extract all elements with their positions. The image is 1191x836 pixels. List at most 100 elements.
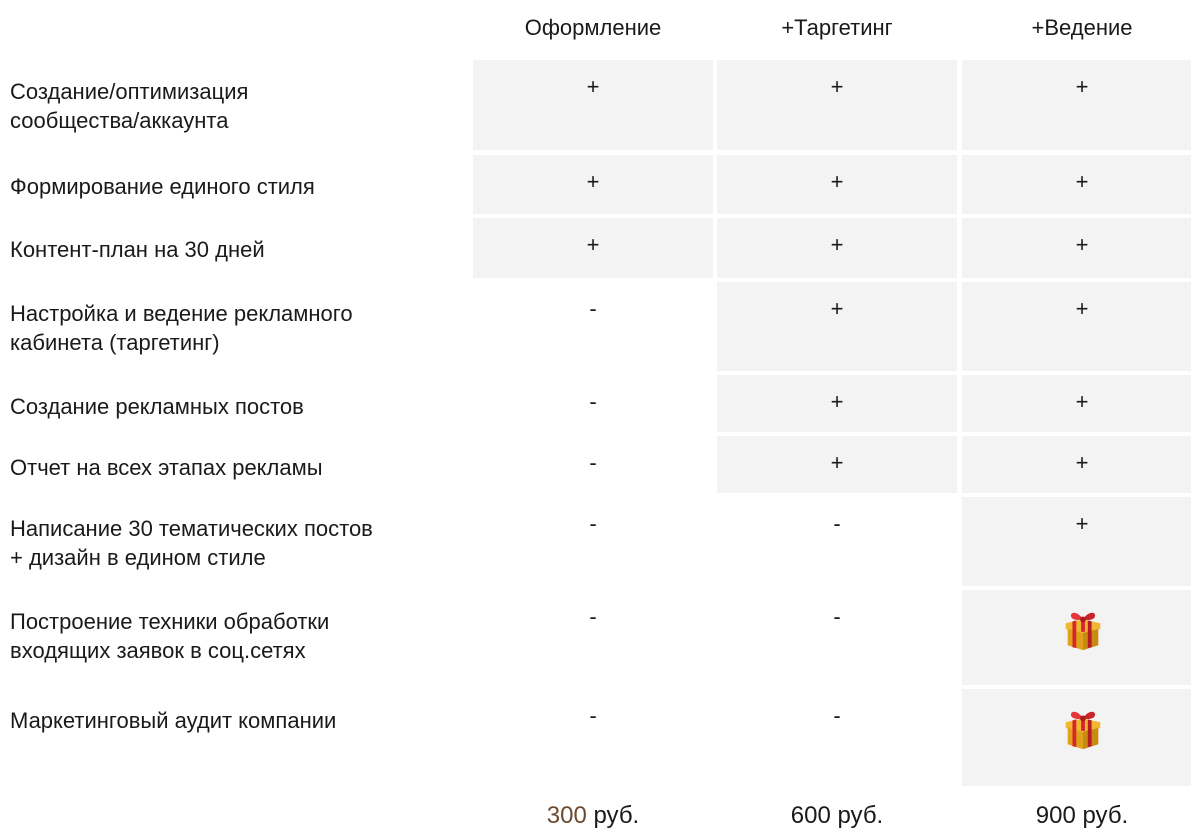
table-row: Маркетинговый аудит компании - - xyxy=(0,689,1191,786)
cell-value: + xyxy=(473,72,713,101)
cell-design: + xyxy=(473,218,713,278)
cell-value: - xyxy=(717,602,957,631)
gift-icon xyxy=(1060,606,1106,652)
cell-management xyxy=(962,689,1191,786)
cell-targeting: + xyxy=(717,375,957,432)
price-unit: руб. xyxy=(1076,802,1128,829)
cell-value: + xyxy=(717,294,957,323)
feature-label-line: Создание/оптимизация xyxy=(10,77,470,106)
cell-value: - xyxy=(717,509,957,538)
cell-value: + xyxy=(473,230,713,259)
cell-value: - xyxy=(717,701,957,730)
table-row: Формирование единого стиля + + + xyxy=(0,155,1191,214)
cell-value: - xyxy=(473,294,713,323)
cell-value: - xyxy=(473,602,713,631)
gift-icon xyxy=(1060,705,1106,751)
price-number: 900 xyxy=(1036,802,1076,829)
column-header-targeting: +Таргетинг xyxy=(717,14,957,42)
cell-value: + xyxy=(717,387,957,416)
price-targeting: 600 руб. xyxy=(717,801,957,831)
cell-design: - xyxy=(473,689,713,786)
feature-label-line: Построение техники обработки xyxy=(10,607,470,636)
cell-design: - xyxy=(473,590,713,685)
cell-value: + xyxy=(717,448,957,477)
cell-value: + xyxy=(717,167,957,196)
feature-label-line: кабинета (таргетинг) xyxy=(10,328,470,357)
table-row: Создание/оптимизация сообщества/аккаунта… xyxy=(0,60,1191,150)
table-row: Построение техники обработки входящих за… xyxy=(0,590,1191,685)
table-header: Оформление +Таргетинг +Ведение xyxy=(0,0,1191,56)
cell-targeting: - xyxy=(717,497,957,586)
feature-label-line: Написание 30 тематических постов xyxy=(10,514,470,543)
cell-value: - xyxy=(473,509,713,538)
feature-label: Маркетинговый аудит компании xyxy=(10,706,470,735)
feature-label: Отчет на всех этапах рекламы xyxy=(10,453,470,482)
cell-targeting: - xyxy=(717,590,957,685)
cell-targeting: + xyxy=(717,218,957,278)
table-row: Настройка и ведение рекламного кабинета … xyxy=(0,282,1191,371)
cell-value: + xyxy=(717,230,957,259)
cell-management: + xyxy=(962,218,1191,278)
cell-targeting: + xyxy=(717,436,957,493)
feature-label: Написание 30 тематических постов + дизай… xyxy=(10,514,470,572)
cell-management: + xyxy=(962,436,1191,493)
cell-value: + xyxy=(473,167,713,196)
column-header-management: +Ведение xyxy=(962,14,1191,42)
cell-management: + xyxy=(962,155,1191,214)
feature-label: Создание рекламных постов xyxy=(10,392,470,421)
feature-label-line: Контент-план на 30 дней xyxy=(10,235,470,264)
price-design: 300 руб. xyxy=(473,801,713,831)
cell-value: + xyxy=(962,167,1191,196)
price-management: 900 руб. xyxy=(962,801,1191,831)
cell-design: - xyxy=(473,375,713,432)
cell-design: - xyxy=(473,436,713,493)
feature-label-line: + дизайн в едином стиле xyxy=(10,543,470,572)
cell-design: + xyxy=(473,60,713,150)
cell-value: - xyxy=(473,387,713,416)
price-number: 600 xyxy=(791,802,831,829)
feature-label-line: входящих заявок в соц.сетях xyxy=(10,636,470,665)
column-header-design: Оформление xyxy=(473,14,713,42)
cell-value: + xyxy=(962,448,1191,477)
feature-label: Настройка и ведение рекламного кабинета … xyxy=(10,299,470,357)
table-row: Отчет на всех этапах рекламы - + + xyxy=(0,436,1191,493)
feature-label-line: Создание рекламных постов xyxy=(10,392,470,421)
cell-targeting: + xyxy=(717,60,957,150)
cell-value: + xyxy=(962,230,1191,259)
cell-design: + xyxy=(473,155,713,214)
cell-targeting: + xyxy=(717,282,957,371)
cell-value: + xyxy=(962,72,1191,101)
feature-label-line: Отчет на всех этапах рекламы xyxy=(10,453,470,482)
cell-design: - xyxy=(473,497,713,586)
table-row: Создание рекламных постов - + + xyxy=(0,375,1191,432)
cell-value: + xyxy=(962,509,1191,538)
cell-management: + xyxy=(962,497,1191,586)
cell-value: + xyxy=(962,294,1191,323)
price-unit: руб. xyxy=(831,802,883,829)
cell-targeting: - xyxy=(717,689,957,786)
table-row: Написание 30 тематических постов + дизай… xyxy=(0,497,1191,586)
cell-management: + xyxy=(962,60,1191,150)
feature-label-line: Маркетинговый аудит компании xyxy=(10,706,470,735)
feature-label: Контент-план на 30 дней xyxy=(10,235,470,264)
feature-label-line: Настройка и ведение рекламного xyxy=(10,299,470,328)
cell-value: + xyxy=(962,387,1191,416)
cell-value: - xyxy=(473,448,713,477)
price-number: 300 xyxy=(547,802,587,829)
feature-label-line: сообщества/аккаунта xyxy=(10,106,470,135)
cell-targeting: + xyxy=(717,155,957,214)
cell-management: + xyxy=(962,375,1191,432)
cell-design: - xyxy=(473,282,713,371)
feature-label: Формирование единого стиля xyxy=(10,172,470,201)
feature-label: Создание/оптимизация сообщества/аккаунта xyxy=(10,77,470,135)
table-row: Контент-план на 30 дней + + + xyxy=(0,218,1191,278)
feature-label: Построение техники обработки входящих за… xyxy=(10,607,470,665)
cell-value: - xyxy=(473,701,713,730)
price-row: 300 руб. 600 руб. 900 руб. xyxy=(0,793,1191,833)
cell-management xyxy=(962,590,1191,685)
cell-value: + xyxy=(717,72,957,101)
price-unit: руб. xyxy=(587,802,639,829)
feature-label-line: Формирование единого стиля xyxy=(10,172,470,201)
cell-management: + xyxy=(962,282,1191,371)
